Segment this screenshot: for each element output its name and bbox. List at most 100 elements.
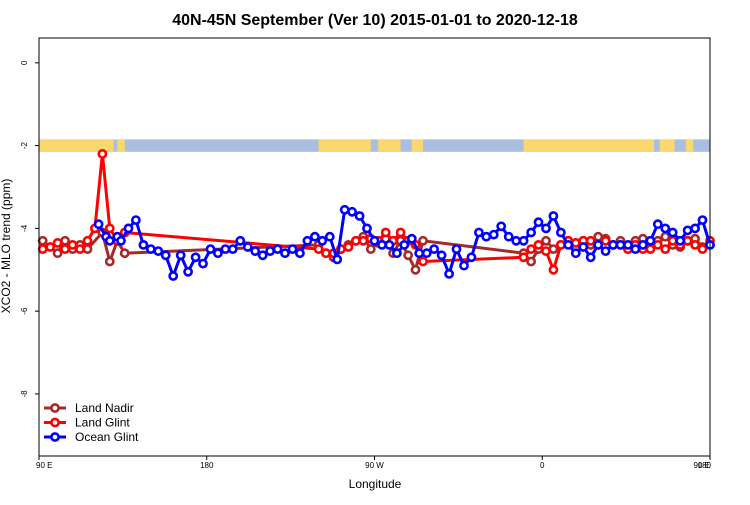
- point-ocean-glint-38: [369, 235, 380, 246]
- point-ocean-glint-22: [250, 246, 261, 256]
- point-land-glint-1: [45, 242, 56, 252]
- point-ocean-glint-8: [145, 244, 156, 254]
- point-ocean-glint-21: [242, 242, 253, 252]
- point-ocean-glint-53: [481, 231, 492, 242]
- point-land-glint-26: [418, 256, 428, 267]
- point-ocean-glint-26: [280, 248, 290, 259]
- point-ocean-glint-25: [272, 244, 283, 254]
- point-ocean-glint-41: [391, 248, 402, 259]
- point-ocean-glint-64: [563, 239, 574, 250]
- point-ocean-glint-14: [190, 252, 201, 263]
- point-land-glint-5: [75, 244, 85, 254]
- point-land-glint-23: [395, 227, 406, 238]
- point-ocean-glint-10: [160, 250, 171, 261]
- point-land-nadir-28: [541, 235, 551, 246]
- point-ocean-glint-49: [451, 244, 462, 254]
- point-ocean-glint-37: [362, 223, 372, 234]
- point-land-nadir-5: [82, 244, 93, 254]
- point-ocean-glint-63: [556, 227, 566, 238]
- point-ocean-glint-11: [168, 271, 179, 281]
- point-land-glint-51: [697, 244, 708, 254]
- point-ocean-glint-51: [466, 252, 477, 263]
- point-land-glint-6: [82, 235, 93, 246]
- point-ocean-glint-9: [153, 246, 164, 256]
- point-land-nadir-0: [37, 235, 48, 246]
- point-land-glint-36: [585, 235, 596, 246]
- y-tick-label-0: 0: [20, 60, 29, 65]
- point-land-nadir-24: [418, 235, 428, 246]
- y-tick-label-1: -2: [20, 142, 29, 150]
- point-land-nadir-23: [410, 264, 421, 275]
- point-land-glint-0: [37, 244, 48, 254]
- point-ocean-glint-28: [294, 248, 305, 259]
- point-ocean-glint-5: [123, 223, 134, 234]
- point-ocean-glint-80: [682, 225, 693, 236]
- point-land-glint-2: [52, 237, 63, 248]
- point-ocean-glint-58: [518, 235, 529, 246]
- point-land-glint-29: [533, 239, 544, 250]
- point-ocean-glint-71: [615, 239, 626, 250]
- point-ocean-glint-16: [205, 244, 216, 254]
- point-ocean-glint-33: [332, 254, 343, 265]
- point-ocean-glint-78: [667, 227, 678, 238]
- point-ocean-glint-29: [302, 235, 313, 246]
- map-strip: [39, 139, 710, 152]
- point-ocean-glint-40: [384, 239, 395, 250]
- point-land-glint-28: [526, 244, 536, 254]
- point-ocean-glint-0: [93, 219, 104, 230]
- point-land-glint-44: [645, 244, 656, 254]
- point-ocean-glint-12: [175, 250, 186, 261]
- point-land-glint-27: [518, 252, 529, 263]
- point-ocean-glint-54: [488, 229, 499, 240]
- point-ocean-glint-56: [503, 231, 514, 242]
- map-strip-land-2: [318, 139, 371, 152]
- point-land-nadir-22: [403, 250, 413, 261]
- point-land-glint-3: [60, 244, 70, 254]
- point-ocean-glint-79: [675, 235, 686, 246]
- point-land-nadir-17: [365, 244, 376, 254]
- point-land-nadir-35: [593, 231, 604, 242]
- point-ocean-glint-75: [645, 235, 656, 246]
- point-ocean-glint-47: [436, 250, 447, 261]
- point-land-glint-38: [600, 235, 611, 246]
- y-axis-label: XCO2 - MLO trend (ppm): [0, 179, 13, 314]
- x-axis-label: Longitude: [349, 477, 402, 491]
- point-ocean-glint-48: [444, 268, 454, 279]
- point-ocean-glint-46: [429, 244, 439, 254]
- point-ocean-glint-20: [235, 235, 246, 246]
- point-ocean-glint-73: [630, 244, 641, 254]
- point-ocean-glint-55: [496, 221, 507, 232]
- point-ocean-glint-45: [421, 248, 432, 259]
- point-ocean-glint-69: [600, 246, 611, 256]
- point-ocean-glint-13: [183, 266, 193, 277]
- point-land-glint-13: [321, 248, 331, 259]
- x-tick-secondary-label-0: 180: [698, 461, 712, 470]
- point-ocean-glint-72: [623, 239, 633, 250]
- point-ocean-glint-31: [317, 235, 328, 246]
- point-land-glint-9: [104, 223, 115, 234]
- point-land-nadir-2: [60, 235, 70, 246]
- map-strip-land-3: [378, 139, 401, 152]
- x-tick-label-0: 90 E: [36, 461, 52, 470]
- point-ocean-glint-50: [459, 260, 469, 271]
- point-ocean-glint-77: [660, 223, 671, 234]
- legend-label-land-glint: Land Glint: [75, 416, 130, 430]
- point-land-nadir-44: [660, 231, 671, 242]
- point-ocean-glint-61: [541, 223, 551, 234]
- point-land-glint-4: [67, 239, 78, 250]
- legend-label-ocean-glint: Ocean Glint: [75, 430, 139, 444]
- legend-marker-land-glint: [50, 417, 60, 428]
- point-ocean-glint-68: [593, 239, 604, 250]
- point-ocean-glint-2: [104, 235, 115, 246]
- series-layer: [37, 148, 715, 281]
- point-land-glint-34: [570, 237, 581, 248]
- point-ocean-glint-60: [533, 217, 544, 228]
- point-ocean-glint-30: [309, 231, 320, 242]
- legend-label-land-nadir: Land Nadir: [75, 401, 134, 415]
- y-tick-label-3: -6: [20, 307, 29, 315]
- point-land-glint-12: [313, 244, 324, 254]
- point-ocean-glint-74: [638, 239, 648, 250]
- point-ocean-glint-19: [227, 244, 238, 254]
